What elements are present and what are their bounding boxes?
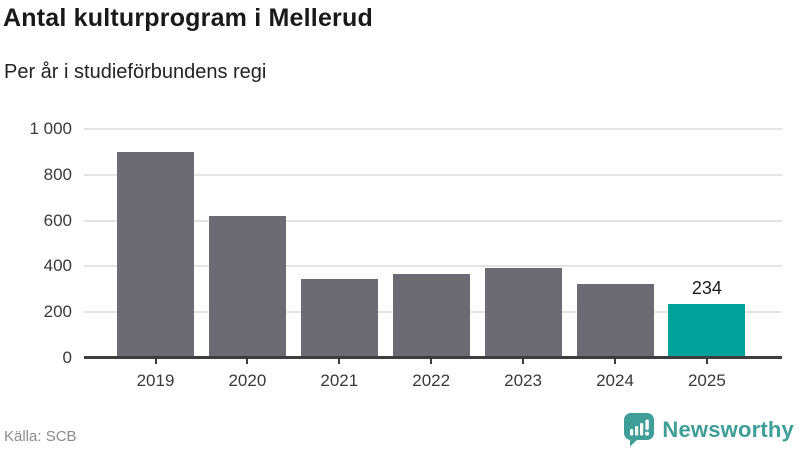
bar-2025 <box>668 304 746 358</box>
x-axis-tick-label: 2024 <box>596 371 634 390</box>
gridline-800 <box>84 173 782 176</box>
x-axis-tick <box>705 359 708 364</box>
x-axis-tick-label: 2025 <box>687 371 726 390</box>
source-note: Källa: SCB <box>4 428 77 445</box>
chart-subtitle: Per år i studieförbundens regi <box>4 61 267 83</box>
x-axis-tick-label: 2023 <box>504 371 542 390</box>
x-axis-tick-label: 2020 <box>228 371 267 390</box>
x-axis-tick-label: 2019 <box>136 371 175 390</box>
x-axis-tick <box>154 359 157 364</box>
x-axis-tick <box>614 359 616 364</box>
newsworthy-wordmark: Newsworthy <box>662 416 794 442</box>
y-axis-tick-label: 200 <box>43 302 72 322</box>
gridline-1000 <box>84 128 782 130</box>
newsworthy-logo-icon <box>624 413 655 447</box>
y-axis-tick-label: 1 000 <box>29 119 72 138</box>
gridline-600 <box>84 219 782 222</box>
gridline-400 <box>84 265 782 268</box>
bar-2022 <box>392 274 470 358</box>
x-axis-tick <box>338 359 341 364</box>
x-axis-tick <box>522 359 525 364</box>
x-axis-tick-label: 2021 <box>320 371 359 390</box>
bar-2021 <box>300 278 378 358</box>
newsworthy-brand-link[interactable]: Newsworthy <box>623 412 794 447</box>
x-axis-tick <box>246 359 249 364</box>
chart-title: Antal kulturprogram i Mellerud <box>3 4 373 32</box>
bar-2023 <box>484 267 562 358</box>
x-axis-tick-label: 2022 <box>412 371 451 390</box>
y-axis-tick-label: 400 <box>43 256 72 276</box>
bar-2020 <box>208 216 286 358</box>
y-axis-tick-label: 800 <box>43 164 72 184</box>
bar-value-label: 234 <box>691 278 722 299</box>
bar-2019 <box>117 151 194 358</box>
y-axis-tick-label: 0 <box>62 348 72 367</box>
x-axis-line <box>84 356 782 359</box>
bar-2024 <box>576 283 654 358</box>
x-axis-tick <box>430 359 433 364</box>
y-axis-tick-label: 600 <box>43 210 72 230</box>
